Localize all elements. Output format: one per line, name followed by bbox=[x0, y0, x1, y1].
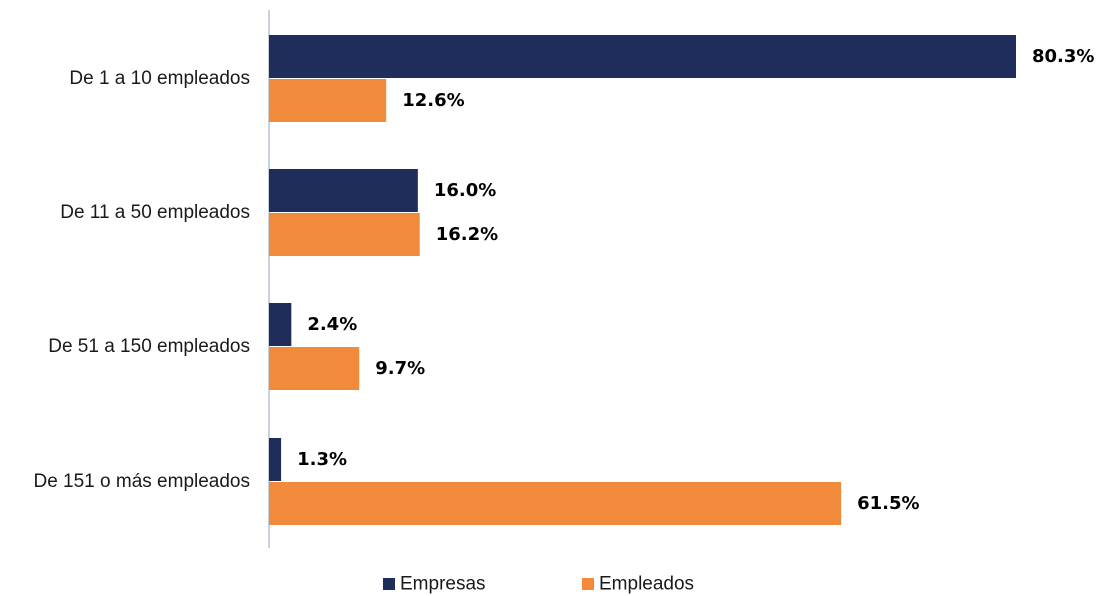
data-label-empresas-de-11-a-50-empleados: 16.0% bbox=[434, 180, 496, 201]
legend-swatch-empresas bbox=[383, 578, 395, 590]
category-label-de-11-a-50-empleados: De 11 a 50 empleados bbox=[60, 202, 250, 223]
legend-label-empresas: Empresas bbox=[400, 574, 486, 595]
data-label-empresas-de-1-a-10-empleados: 80.3% bbox=[1032, 46, 1094, 67]
data-label-empresas-de-151-o-mas-empleados: 1.3% bbox=[297, 449, 347, 470]
category-label-de-51-a-150-empleados: De 51 a 150 empleados bbox=[48, 336, 250, 357]
legend: Empresas Empleados bbox=[383, 574, 694, 595]
bar-empresas-de-151-o-mas-empleados bbox=[269, 438, 282, 481]
category-label-de-1-a-10-empleados: De 1 a 10 empleados bbox=[69, 68, 250, 89]
data-labels: 80.3% 12.6% 16.0% 16.2% 2.4% 9.7% 1.3% 61.5% bbox=[297, 46, 1094, 514]
legend-swatch-empleados bbox=[582, 578, 594, 590]
bar-empresas-de-51-a-150-empleados bbox=[269, 303, 292, 346]
data-label-empleados-de-1-a-10-empleados: 12.6% bbox=[402, 90, 464, 111]
bar-empresas-de-11-a-50-empleados bbox=[269, 169, 418, 212]
data-label-empleados-de-11-a-50-empleados: 16.2% bbox=[436, 224, 498, 245]
bar-empleados-de-51-a-150-empleados bbox=[269, 347, 360, 390]
bar-empleados-de-1-a-10-empleados bbox=[269, 79, 387, 122]
data-label-empresas-de-51-a-150-empleados: 2.4% bbox=[307, 314, 357, 335]
category-label-de-151-o-mas-empleados: De 151 o más empleados bbox=[33, 471, 250, 492]
bar-empleados-de-151-o-mas-empleados bbox=[269, 482, 842, 525]
bar-empresas-de-1-a-10-empleados bbox=[269, 35, 1016, 78]
bars bbox=[269, 35, 1016, 525]
data-label-empleados-de-51-a-150-empleados: 9.7% bbox=[375, 358, 425, 379]
category-labels: De 1 a 10 empleados De 11 a 50 empleados D… bbox=[33, 68, 250, 492]
legend-label-empleados: Empleados bbox=[599, 574, 694, 595]
data-label-empleados-de-151-o-mas-empleados: 61.5% bbox=[857, 493, 919, 514]
bar-empleados-de-11-a-50-empleados bbox=[269, 213, 420, 256]
